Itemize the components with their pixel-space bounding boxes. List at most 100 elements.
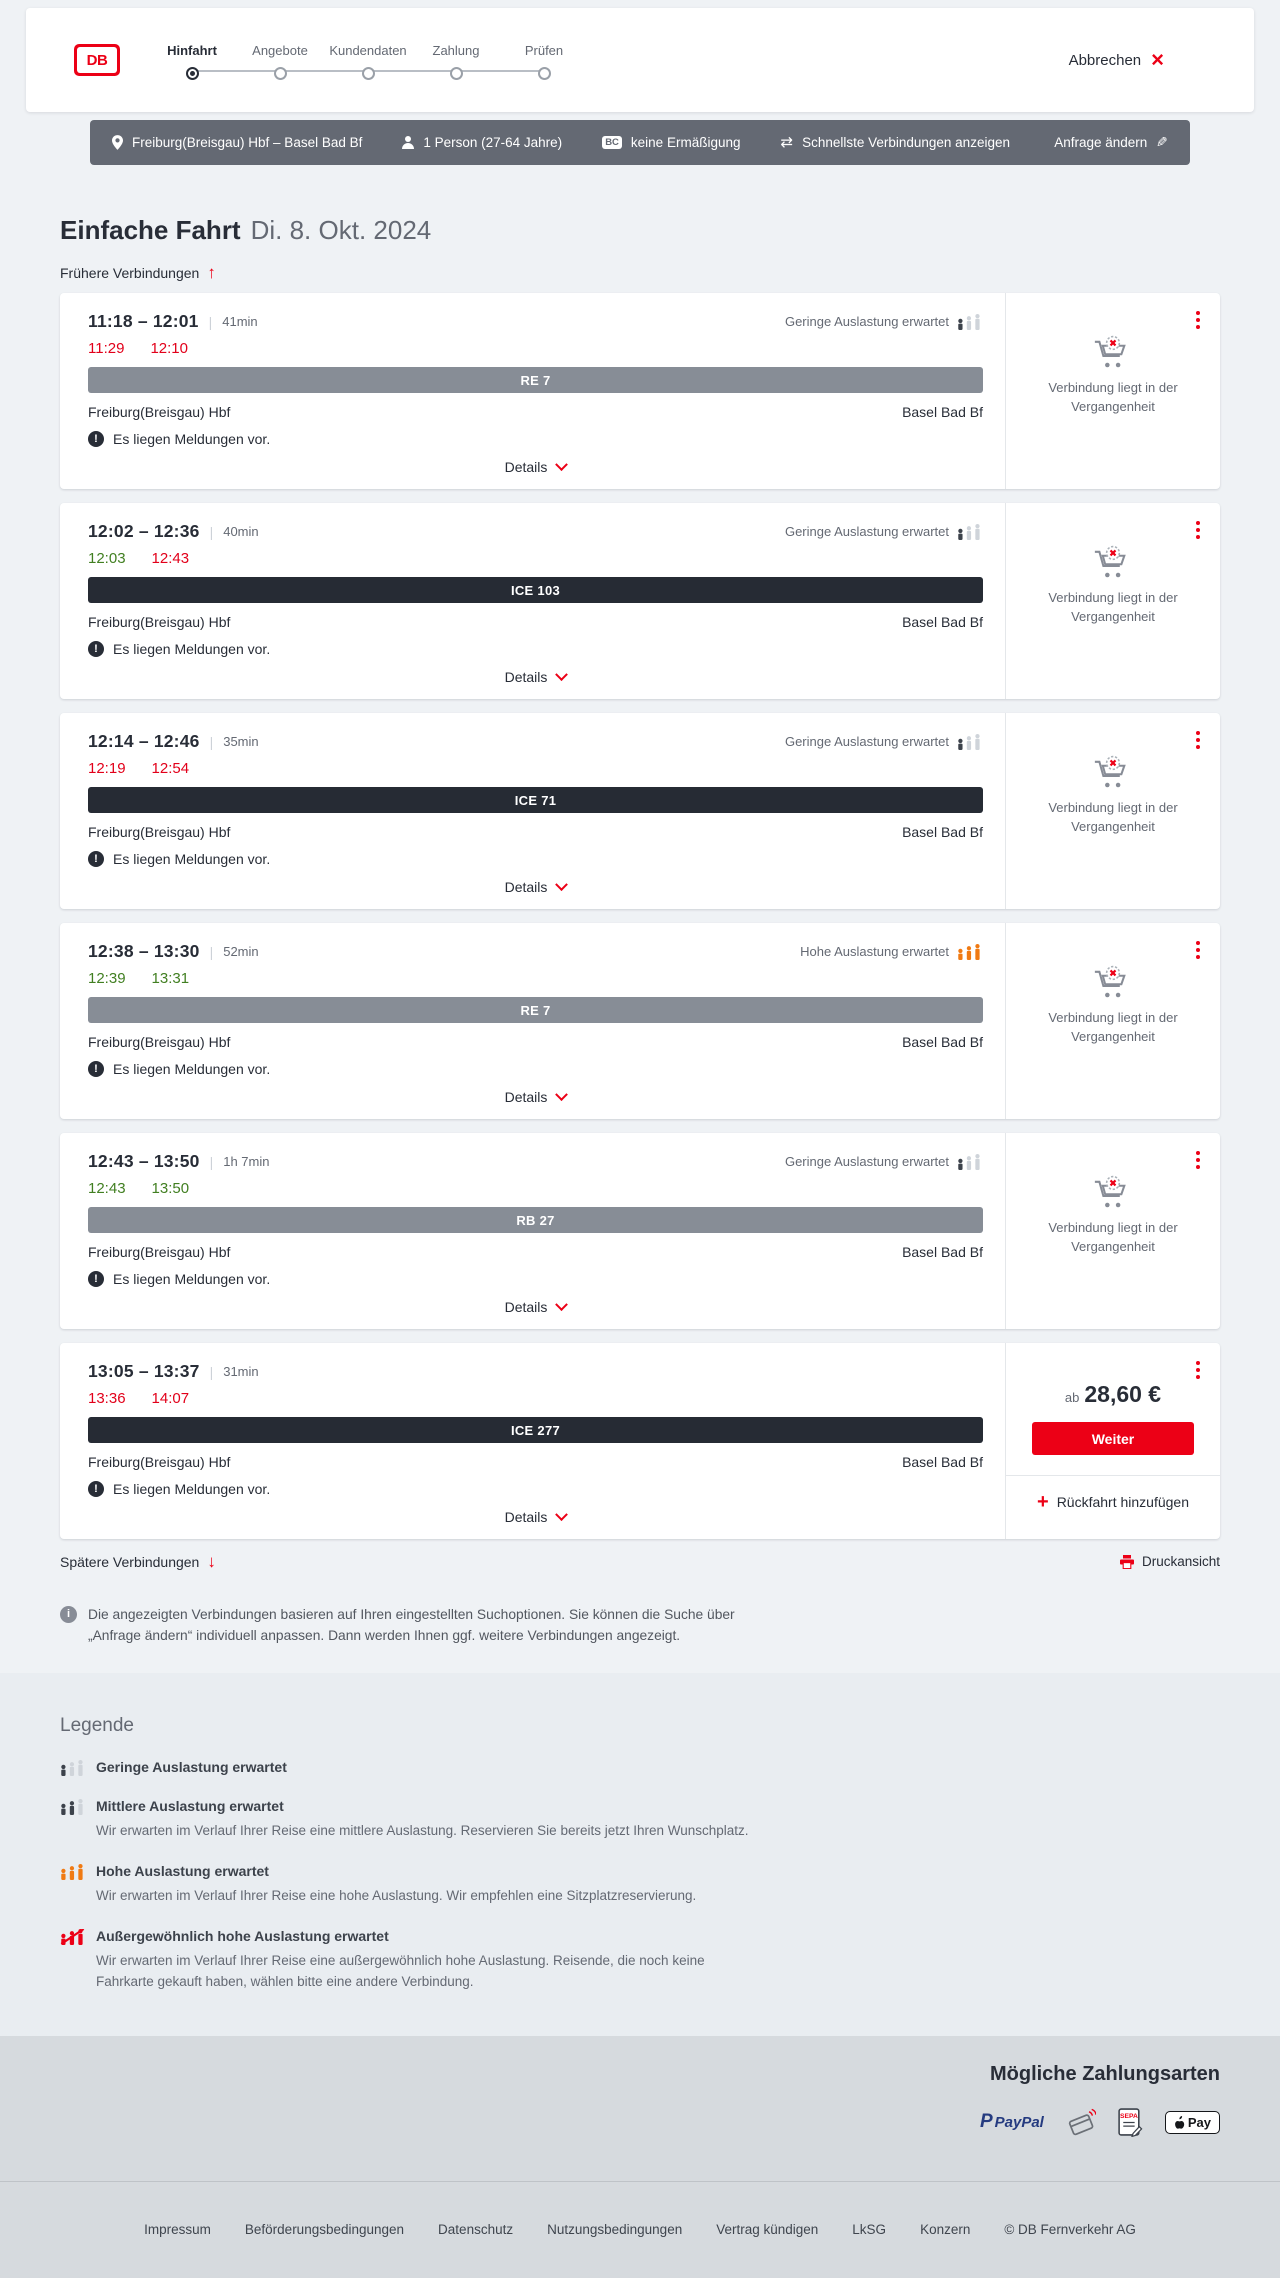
- speed-option-summary: ⇄ Schnellste Verbindungen anzeigen: [780, 135, 1010, 150]
- occupancy-indicator: Geringe Auslastung erwartet: [785, 523, 983, 540]
- occupancy-exceptional-icon: [60, 1929, 85, 1946]
- realtime-departure: 12:43: [88, 1180, 126, 1197]
- connection-card: 13:05 – 13:37 | 31min 13:36 14:07 ICE 27…: [60, 1343, 1220, 1539]
- footer-link-befoerderungsbedingungen[interactable]: Beförderungsbedingungen: [244, 2222, 405, 2238]
- origin-station: Freiburg(Breisgau) Hbf: [88, 404, 231, 420]
- details-toggle[interactable]: Details: [88, 1087, 983, 1105]
- card-menu-button[interactable]: [1194, 519, 1202, 541]
- plus-icon: +: [1037, 1491, 1049, 1513]
- origin-station: Freiburg(Breisgau) Hbf: [88, 824, 231, 840]
- step-dot[interactable]: [449, 66, 463, 80]
- details-toggle[interactable]: Details: [88, 1507, 983, 1525]
- details-toggle[interactable]: Details: [88, 667, 983, 685]
- train-segment-bar: RE 7: [88, 997, 983, 1023]
- apple-logo-icon: [1174, 2115, 1185, 2129]
- step-dot[interactable]: [361, 66, 375, 80]
- duration: 31min: [223, 1364, 259, 1379]
- info-icon: i: [60, 1606, 77, 1623]
- train-segment-bar: ICE 71: [88, 787, 983, 813]
- cancel-button[interactable]: Abbrechen ×: [1069, 47, 1164, 73]
- train-segment-bar: ICE 103: [88, 577, 983, 603]
- alert-icon: !: [88, 641, 104, 657]
- db-logo-text: DB: [77, 47, 117, 73]
- payment-methods-title: Mögliche Zahlungsarten: [989, 2062, 1220, 2085]
- connection-side-panel: Verbindung liegt in der Vergangenheit: [1005, 923, 1220, 1119]
- route-text: Freiburg(Breisgau) Hbf – Basel Bad Bf: [132, 135, 363, 150]
- later-connections-link[interactable]: Spätere Verbindungen ↓: [60, 1552, 216, 1571]
- duration: 40min: [223, 524, 259, 539]
- step-dot[interactable]: [537, 66, 551, 80]
- card-menu-button[interactable]: [1194, 1149, 1202, 1171]
- card-menu-button[interactable]: [1194, 729, 1202, 751]
- card-menu-button[interactable]: [1194, 939, 1202, 961]
- passenger-summary: 1 Person (27-64 Jahre): [402, 135, 562, 150]
- edit-query-button[interactable]: Anfrage ändern ✎: [1054, 134, 1168, 151]
- origin-station: Freiburg(Breisgau) Hbf: [88, 614, 231, 630]
- arrow-up-icon: ↑: [207, 263, 216, 282]
- cart-unavailable-icon: [1094, 1175, 1126, 1208]
- train-segment-bar: ICE 277: [88, 1417, 983, 1443]
- footer-link-nutzungsbedingungen[interactable]: Nutzungsbedingungen: [547, 2222, 683, 2238]
- details-toggle[interactable]: Details: [88, 877, 983, 895]
- footer-link-datenschutz[interactable]: Datenschutz: [438, 2222, 514, 2238]
- print-view-link[interactable]: Druckansicht: [1119, 1554, 1220, 1569]
- footer-link-vertrag-kuendigen[interactable]: Vertrag kündigen: [716, 2222, 819, 2238]
- occupancy-high-icon: [61, 1864, 83, 1880]
- origin-station: Freiburg(Breisgau) Hbf: [88, 1244, 231, 1260]
- swap-arrows-icon: ⇄: [780, 134, 794, 151]
- connection-card: 11:18 – 12:01 | 41min Geringe Auslastung…: [60, 293, 1220, 489]
- occupancy-medium-icon: [61, 1798, 83, 1815]
- details-toggle[interactable]: Details: [88, 457, 983, 475]
- page-title: Einfache Fahrt Di. 8. Okt. 2024: [60, 215, 1220, 246]
- destination-station: Basel Bad Bf: [902, 404, 983, 420]
- destination-station: Basel Bad Bf: [902, 824, 983, 840]
- footer-link-impressum[interactable]: Impressum: [144, 2222, 211, 2238]
- connection-side-panel: Verbindung liegt in der Vergangenheit: [1005, 293, 1220, 489]
- realtime-departure: 12:19: [88, 760, 126, 777]
- step-dot[interactable]: [273, 66, 287, 80]
- step-pruefen[interactable]: Prüfen: [500, 43, 588, 80]
- footer-link-konzern[interactable]: Konzern: [920, 2222, 971, 2238]
- occupancy-high-icon: [958, 943, 980, 960]
- route-summary: Freiburg(Breisgau) Hbf – Basel Bad Bf: [112, 135, 362, 150]
- realtime-departure: 13:36: [88, 1390, 126, 1407]
- messages-notice: ! Es liegen Meldungen vor.: [88, 851, 983, 867]
- legend-item-exceptional: Außergewöhnlich hohe Auslastung erwartet…: [60, 1928, 1220, 1992]
- step-dot-active[interactable]: [185, 66, 199, 80]
- legend-item-medium: Mittlere Auslastung erwartet Wir erwarte…: [60, 1798, 1220, 1841]
- origin-station: Freiburg(Breisgau) Hbf: [88, 1034, 231, 1050]
- continue-button[interactable]: Weiter: [1032, 1422, 1194, 1455]
- alert-icon: !: [88, 851, 104, 867]
- legend-item-low: Geringe Auslastung erwartet: [60, 1759, 1220, 1776]
- app-header: DB Hinfahrt Angebote Kundendaten Zahlung…: [26, 8, 1254, 112]
- person-icon: [402, 136, 415, 149]
- step-kundendaten[interactable]: Kundendaten: [324, 43, 412, 80]
- earlier-connections-link[interactable]: Frühere Verbindungen ↑: [60, 263, 216, 282]
- step-angebote[interactable]: Angebote: [236, 43, 324, 80]
- card-menu-button[interactable]: [1194, 1359, 1202, 1381]
- occupancy-low-icon: [958, 1153, 980, 1170]
- close-icon: ×: [1151, 47, 1164, 73]
- add-return-link[interactable]: + Rückfahrt hinzufügen: [1037, 1491, 1189, 1513]
- alert-icon: !: [88, 1481, 104, 1497]
- occupancy-indicator: Hohe Auslastung erwartet: [800, 943, 983, 960]
- credit-card-icon: [1068, 2108, 1096, 2136]
- edit-query-label: Anfrage ändern: [1054, 135, 1148, 150]
- messages-notice: ! Es liegen Meldungen vor.: [88, 1061, 983, 1077]
- connection-side-panel: Verbindung liegt in der Vergangenheit: [1005, 1133, 1220, 1329]
- scheduled-times: 12:02 – 12:36: [88, 521, 200, 541]
- progress-steps: Hinfahrt Angebote Kundendaten Zahlung Pr…: [148, 41, 588, 80]
- step-hinfahrt[interactable]: Hinfahrt: [148, 43, 236, 80]
- search-options-note: i Die angezeigten Verbindungen basieren …: [60, 1604, 760, 1647]
- svg-text:SEPA: SEPA: [1120, 2113, 1138, 2120]
- step-zahlung[interactable]: Zahlung: [412, 43, 500, 80]
- db-logo: DB: [74, 44, 120, 76]
- details-toggle[interactable]: Details: [88, 1297, 983, 1315]
- card-menu-button[interactable]: [1194, 309, 1202, 331]
- price-value: 28,60 €: [1084, 1381, 1162, 1407]
- sepa-direct-debit-icon: SEPA: [1118, 2108, 1143, 2137]
- messages-notice: ! Es liegen Meldungen vor.: [88, 431, 983, 447]
- occupancy-indicator: Geringe Auslastung erwartet: [785, 733, 983, 750]
- footer-link-lksg[interactable]: LkSG: [852, 2222, 887, 2238]
- realtime-arrival: 12:54: [151, 760, 190, 777]
